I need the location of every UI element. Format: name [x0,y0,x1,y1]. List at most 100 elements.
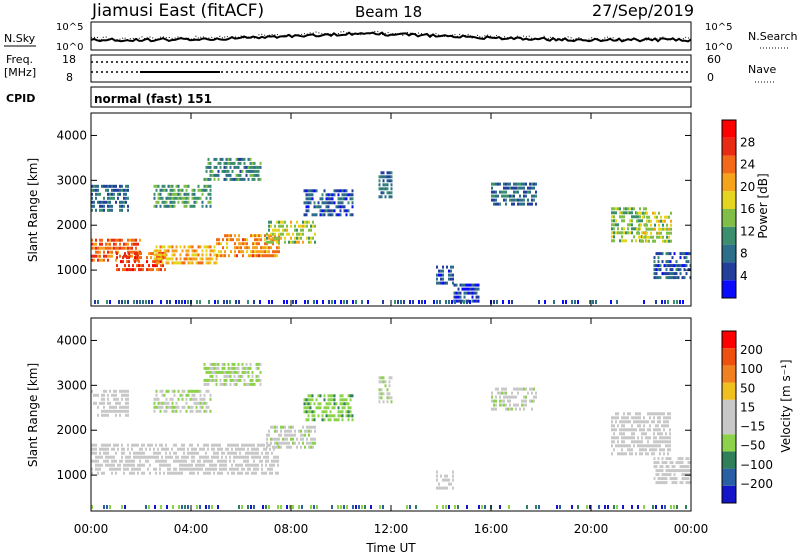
power-echo-cell [461,299,464,303]
power-echo-cell [517,182,519,186]
power-echo-cell [209,165,212,169]
power-echo-cell [234,254,236,258]
velocity-echo-cell [619,420,621,424]
velocity-echo-cell [199,401,202,405]
power-echo-cell [185,188,188,192]
power-echo-cell [306,220,308,224]
velocity-echo-cell [131,463,133,467]
power-echo-cell [138,256,140,260]
velocity-echo-cell [653,448,655,452]
power-echo-cell [519,186,521,190]
power-echo-cell [493,182,495,186]
power-near-range-cell [565,300,567,304]
power-echo-cell [495,198,497,202]
power-echo-cell [209,161,212,165]
power-near-range-cell [454,300,456,304]
power-echo-cell [675,260,678,264]
velocity-echo-cell [183,447,185,451]
velocity-echo-cell [155,393,158,397]
power-echo-cell [304,224,306,228]
velocity-echo-cell [679,469,682,473]
power-echo-cell [664,219,666,223]
velocity-echo-cell [665,424,667,428]
power-echo-cell [613,231,615,235]
power-echo-cell [140,264,142,268]
velocity-echo-cell [237,467,239,471]
power-echo-cell [525,194,527,198]
velocity-echo-cell [161,401,164,405]
velocity-echo-cell [637,436,639,440]
power-echo-cell [378,179,381,183]
x-tick-label: 00:00 [674,522,709,536]
velocity-echo-cell [155,455,157,459]
velocity-echo-cell [231,443,233,447]
velocity-echo-cell [245,459,247,463]
power-echo-cell [491,190,493,194]
velocity-echo-cell [501,403,503,407]
power-echo-cell [241,177,244,181]
velocity-echo-cell [390,396,393,400]
velocity-echo-cell [265,463,267,467]
velocity-echo-cell [215,362,218,366]
velocity-echo-cell [659,436,661,440]
velocity-near-range-cell [652,505,654,509]
power-near-range-cell [106,300,108,304]
velocity-echo-cell [647,440,649,444]
velocity-echo-cell [137,455,139,459]
power-echo-cell [254,246,256,250]
velocity-echo-cell [233,443,235,447]
velocity-echo-cell [107,409,109,413]
power-echo-cell [247,177,250,181]
velocity-echo-cell [319,402,322,406]
velocity-echo-cell [307,418,310,422]
power-echo-cell [309,201,312,205]
velocity-echo-cell [181,443,183,447]
velocity-echo-cell [171,471,173,475]
velocity-echo-cell [611,416,613,420]
power-echo-cell [276,220,278,224]
power-echo-cell [161,188,164,192]
power-echo-cell [133,238,135,242]
velocity-echo-cell [167,467,169,471]
power-echo-cell [469,291,472,295]
power-echo-cell [240,250,242,254]
velocity-echo-cell [617,416,619,420]
power-echo-cell [191,249,194,253]
power-echo-cell [205,188,208,192]
velocity-near-range-cell [184,505,186,509]
power-echo-cell [251,177,254,181]
velocity-near-range-cell [268,505,270,509]
velocity-echo-cell [199,409,202,413]
power-echo-cell [215,173,218,177]
velocity-echo-cell [639,448,641,452]
power-echo-cell [217,177,220,181]
velocity-echo-cell [165,463,167,467]
velocity-echo-cell [109,389,111,393]
velocity-echo-cell [173,393,176,397]
noise-sky-line [90,31,692,43]
power-echo-cell [499,182,501,186]
velocity-echo-cell [659,428,661,432]
power-echo-cell [209,192,212,196]
power-echo-cell [238,250,240,254]
velocity-echo-cell [306,425,308,429]
velocity-echo-cell [121,447,123,451]
power-echo-cell [121,208,123,212]
power-echo-cell [121,246,123,250]
power-echo-cell [664,227,666,231]
power-echo-cell [153,257,156,261]
power-echo-cell [238,242,240,246]
power-near-range-cell [142,300,144,304]
power-echo-cell [107,188,109,192]
power-echo-cell [296,236,298,240]
power-echo-cell [321,213,324,217]
power-echo-cell [243,177,246,181]
velocity-echo-cell [277,455,279,459]
velocity-echo-cell [647,420,649,424]
power-echo-cell [150,252,152,256]
power-echo-cell [171,200,174,204]
velocity-echo-cell [341,398,344,402]
power-echo-cell [93,242,95,246]
power-echo-cell [251,169,254,173]
